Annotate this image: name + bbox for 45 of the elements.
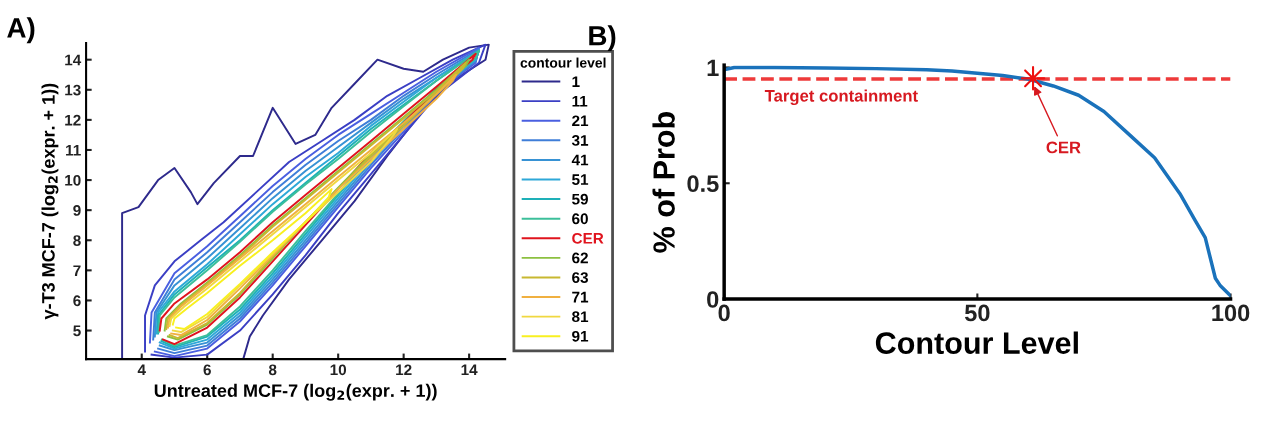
x-tick-label: 6 (203, 364, 211, 376)
x-axis-title: Untreated MCF-7 (log$_{2}$(expr. + 1)) (154, 383, 437, 401)
legend-label: 41 (571, 154, 589, 166)
x-tick-label: 50 (964, 304, 990, 322)
legend-label: 81 (572, 311, 589, 323)
chart-title: B) (589, 25, 616, 52)
y-axis-title: γ-T3 MCF-7 (log$_{2}$(expr. + 1)) (41, 83, 59, 320)
legend-label: CER (572, 232, 604, 244)
y-tick-label: 9 (73, 205, 81, 216)
y-tick-label: 10 (65, 174, 81, 186)
y-axis-title: % of Prob (652, 112, 675, 253)
y-tick-label: 1 (707, 59, 719, 77)
x-tick-label: 0 (718, 304, 730, 322)
y-tick-label: 8 (73, 235, 81, 246)
y-tick-label: 0 (707, 291, 719, 308)
x-axis-title: Contour Level (875, 331, 1078, 354)
legend-label: 91 (572, 330, 589, 342)
legend-label: 60 (572, 213, 588, 225)
legend-title: contour level (520, 57, 606, 68)
x-tick-label: 8 (268, 364, 277, 376)
ref-line-label: Target containment (764, 89, 918, 106)
legend-label: 59 (572, 193, 588, 205)
x-tick-label: 4 (137, 364, 146, 376)
x-tick-label: 10 (330, 364, 347, 376)
y-tick-label: 5 (73, 325, 81, 337)
x-tick-label: 14 (461, 364, 478, 376)
y-tick-label: 7 (73, 265, 81, 276)
legend-label: 11 (572, 95, 588, 107)
y-tick-label: 11 (66, 145, 81, 156)
annotation: CER (1046, 141, 1081, 154)
legend-label: 62 (572, 252, 588, 264)
x-tick-label: 100 (1212, 304, 1250, 322)
y-tick-label: 14 (65, 54, 82, 66)
legend-label: 21 (572, 115, 589, 127)
legend-label: 1 (572, 76, 580, 87)
legend-label: 51 (572, 174, 589, 185)
x-tick-label: 12 (396, 364, 412, 376)
y-tick-label: 12 (65, 114, 81, 126)
y-tick-label: 0.5 (687, 175, 719, 193)
legend-label: 71 (572, 291, 589, 303)
legend-label: 31 (571, 135, 589, 146)
chart-title: A) (7, 17, 35, 44)
legend-label: 63 (572, 272, 588, 283)
y-tick-label: 13 (65, 84, 81, 96)
y-tick-label: 6 (73, 295, 81, 307)
